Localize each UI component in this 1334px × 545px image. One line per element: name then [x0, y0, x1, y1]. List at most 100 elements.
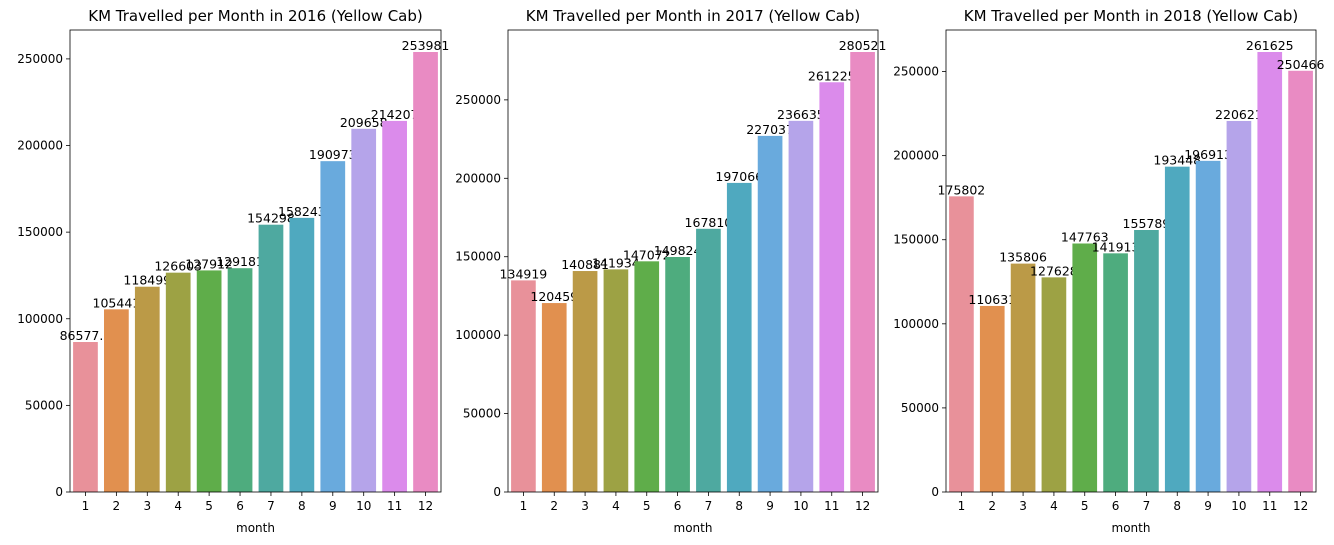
bar-value-label: 250466	[1277, 57, 1325, 72]
bar-value-label: 141913	[1092, 239, 1140, 254]
bar-month-11	[1257, 51, 1283, 492]
bar-month-7	[258, 224, 284, 492]
y-tick-label: 150000	[17, 225, 63, 239]
x-tick-label: 10	[1231, 499, 1246, 513]
y-tick-label: 50000	[901, 401, 939, 415]
axes-frame	[69, 29, 442, 493]
x-tick-label: 5	[643, 499, 651, 513]
bar-month-8	[1164, 166, 1190, 492]
x-tick-label: 6	[674, 499, 682, 513]
bar-month-4	[165, 272, 191, 492]
x-tick-label: 8	[298, 499, 306, 513]
y-tick-label: 200000	[17, 139, 63, 153]
bar-value-label: 280521	[839, 38, 887, 53]
y-tick-label: 250000	[17, 52, 63, 66]
bar-month-3	[572, 271, 598, 492]
chart-title: KM Travelled per Month in 2018 (Yellow C…	[964, 7, 1299, 25]
x-tick-label: 5	[205, 499, 213, 513]
x-tick-label: 7	[267, 499, 275, 513]
chart-panel-1: KM Travelled per Month in 2016 (Yellow C…	[17, 7, 449, 535]
bar-month-2	[541, 303, 567, 492]
bar-value-label: 154298	[247, 211, 295, 226]
bar-month-2	[104, 309, 129, 492]
bar-month-5	[196, 270, 222, 492]
x-tick-label: 1	[82, 499, 90, 513]
x-tick-label: 10	[356, 499, 371, 513]
bar-value-label: 110631	[968, 292, 1016, 307]
x-tick-label: 2	[988, 499, 996, 513]
x-tick-label: 10	[793, 499, 808, 513]
axes-frame	[507, 29, 879, 493]
bar-month-11	[382, 120, 407, 492]
x-tick-label: 11	[824, 499, 839, 513]
bar-value-label: 134919	[500, 266, 548, 281]
bar-value-label: 209658	[340, 115, 388, 130]
bar-value-label: 253981	[402, 38, 450, 53]
bar-month-5	[1072, 243, 1098, 492]
x-tick-label: 2	[550, 499, 558, 513]
bar-month-6	[227, 268, 253, 492]
bar-value-label: 236635	[777, 107, 825, 122]
bar-month-3	[134, 286, 160, 492]
bar-value-label: 197066	[715, 169, 763, 184]
x-tick-label: 3	[581, 499, 589, 513]
bar-value-label: 126603	[154, 259, 202, 274]
y-tick-label: 250000	[455, 93, 501, 107]
x-tick-label: 4	[1050, 499, 1058, 513]
bar-value-label: 141934	[592, 255, 640, 270]
chart-title: KM Travelled per Month in 2017 (Yellow C…	[526, 7, 861, 25]
y-tick-label: 150000	[893, 233, 939, 247]
x-axis-label: month	[674, 521, 713, 535]
y-tick-label: 100000	[17, 312, 63, 326]
bar-month-9	[757, 135, 783, 492]
bar-month-12	[850, 51, 875, 492]
bar-month-3	[1010, 263, 1036, 492]
bar-month-4	[1041, 277, 1067, 492]
bar-month-9	[320, 161, 346, 492]
y-tick-label: 100000	[893, 317, 939, 331]
bar-month-9	[1195, 160, 1221, 493]
bar-month-7	[696, 228, 721, 493]
bar-month-12	[413, 51, 438, 493]
bar-month-2	[979, 305, 1005, 492]
bar-value-label: 147072	[623, 247, 671, 262]
x-tick-label: 4	[174, 499, 182, 513]
x-tick-label: 11	[1262, 499, 1277, 513]
bar-month-10	[788, 120, 814, 492]
bar-value-label: 175802	[938, 182, 986, 197]
y-tick-label: 0	[55, 485, 63, 499]
chart-title: KM Travelled per Month in 2016 (Yellow C…	[88, 7, 423, 25]
bar-value-label: 261625	[1246, 38, 1294, 53]
bar-value-label: 105441	[93, 295, 141, 310]
bar-value-label: 118499	[123, 273, 171, 288]
bar-value-label: 127628	[1030, 263, 1078, 278]
x-tick-label: 3	[143, 499, 151, 513]
y-tick-label: 50000	[463, 407, 501, 421]
bar-value-label: 140881	[561, 257, 609, 272]
x-tick-label: 12	[1293, 499, 1308, 513]
x-tick-label: 2	[113, 499, 121, 513]
x-tick-label: 6	[1112, 499, 1120, 513]
bar-month-8	[289, 217, 315, 492]
y-tick-label: 0	[931, 485, 939, 499]
bar-value-label: 147763	[1061, 229, 1109, 244]
bar-month-10	[1226, 120, 1252, 492]
bar-month-8	[726, 182, 752, 492]
bar-month-12	[1288, 70, 1313, 492]
y-tick-label: 200000	[455, 171, 501, 185]
x-tick-label: 8	[1173, 499, 1181, 513]
bar-value-label: 261225	[808, 68, 856, 83]
bar-value-label: 158243	[278, 204, 326, 219]
x-tick-label: 1	[520, 499, 528, 513]
y-tick-label: 200000	[893, 149, 939, 163]
x-tick-label: 3	[1019, 499, 1027, 513]
x-tick-label: 12	[418, 499, 433, 513]
bar-value-label: 190973	[309, 147, 357, 162]
x-tick-label: 5	[1081, 499, 1089, 513]
chart-panel-3: KM Travelled per Month in 2018 (Yellow C…	[893, 7, 1324, 535]
x-tick-label: 9	[766, 499, 774, 513]
bar-month-6	[665, 256, 690, 492]
bar-value-label: 120459	[530, 289, 578, 304]
y-tick-label: 250000	[893, 65, 939, 79]
